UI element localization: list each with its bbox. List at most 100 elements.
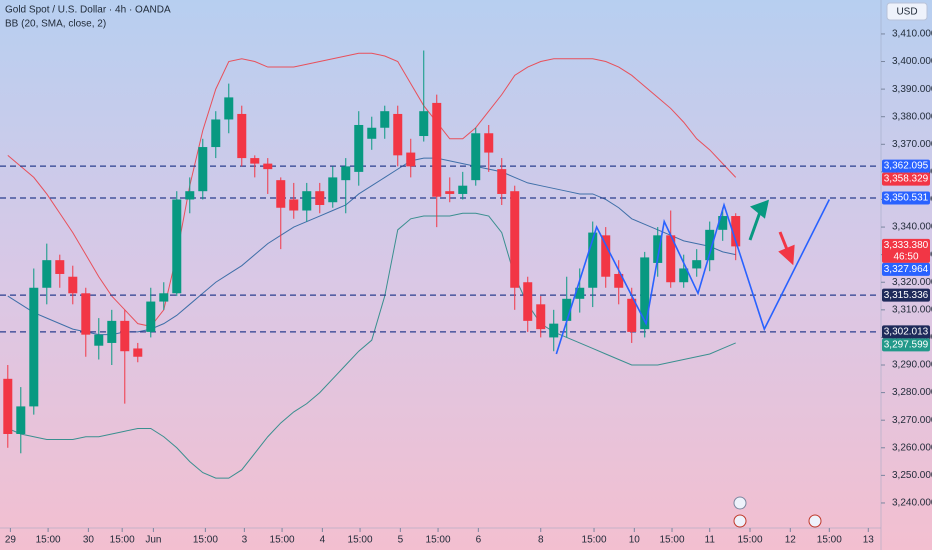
y-tick-label: 3,340.000: [892, 222, 932, 233]
candle-body: [159, 293, 169, 302]
x-tick-label: 6: [476, 535, 482, 546]
price-countdown: 46:50: [893, 251, 918, 262]
price-label: 3,350.531: [884, 193, 929, 204]
down-arrow: [778, 231, 795, 266]
x-tick-label: 29: [5, 535, 17, 546]
candle-body: [94, 334, 104, 346]
event-icon[interactable]: [733, 496, 747, 510]
candle-body: [107, 320, 117, 343]
x-tick-label: 15:00: [193, 535, 218, 546]
candle-body: [536, 304, 546, 330]
price-label-box: [882, 191, 930, 205]
candle-body: [198, 147, 208, 192]
x-tick-label: 15:00: [270, 535, 295, 546]
up-arrow: [748, 199, 770, 241]
candle-body: [328, 177, 338, 203]
x-tick-label: 12: [785, 535, 797, 546]
y-tick-label: 3,270.000: [892, 415, 932, 426]
candle-body: [289, 199, 299, 211]
band-lower: [7, 212, 736, 479]
candle-body: [29, 287, 39, 407]
x-tick-label: 13: [863, 535, 875, 546]
price-label: 3,297.599: [884, 340, 929, 351]
x-tick-label: 15:00: [426, 535, 451, 546]
candle-body: [731, 216, 741, 247]
candle-body: [393, 113, 403, 156]
candle-body: [3, 378, 13, 434]
candle-body: [575, 287, 585, 299]
x-tick-label: 15:00: [660, 535, 685, 546]
candle-body: [601, 235, 611, 277]
candle-body: [653, 235, 663, 263]
candle-body: [471, 133, 481, 181]
price-label: 3,327.964: [884, 264, 929, 275]
candle-body: [68, 276, 78, 294]
candle-body: [666, 235, 676, 283]
y-tick-label: 3,320.000: [892, 277, 932, 288]
currency[interactable]: USD: [896, 7, 917, 18]
y-tick-label: 3,380.000: [892, 111, 932, 122]
x-tick-label: 15:00: [582, 535, 607, 546]
zigzag-drawing: [555, 199, 831, 355]
x-tick-label: 8: [538, 535, 544, 546]
price-label-box: [882, 325, 930, 339]
x-tick-label: 15:00: [348, 535, 373, 546]
candle-body: [42, 260, 52, 288]
candle-body: [588, 232, 598, 288]
price-label-box: [882, 159, 930, 173]
candle-body: [458, 185, 468, 194]
candle-body: [640, 257, 650, 330]
candle-body: [705, 229, 715, 261]
y-tick-label: 3,250.000: [892, 470, 932, 481]
band-upper: [7, 52, 737, 327]
candle-body: [692, 260, 702, 269]
x-tick-label: 15:00: [737, 535, 762, 546]
x-tick-label: 3: [242, 535, 248, 546]
candle-body: [549, 323, 559, 338]
candle-body: [16, 406, 26, 434]
candle-body: [497, 169, 507, 194]
candle-body: [523, 282, 533, 321]
candle-body: [354, 124, 364, 172]
y-tick-label: 3,370.000: [892, 139, 932, 150]
currency-button[interactable]: [886, 2, 928, 21]
event-icon[interactable]: [733, 514, 747, 528]
candle-body: [367, 127, 377, 139]
candle-body: [406, 152, 416, 167]
y-tick-label: 3,310.000: [892, 304, 932, 315]
candle-body: [718, 216, 728, 230]
price-label: 3,333.380: [884, 240, 929, 251]
y-tick-label: 3,410.000: [892, 29, 932, 40]
x-tick-label: 15:00: [36, 535, 61, 546]
candle-body: [250, 158, 260, 164]
price-label: 3,302.013: [884, 327, 929, 338]
y-tick-label: 3,260.000: [892, 442, 932, 453]
y-tick-label: 3,240.000: [892, 498, 932, 509]
event-icon[interactable]: [808, 514, 822, 528]
indicator-label: BB (20, SMA, close, 2): [5, 19, 106, 30]
candle-body: [432, 102, 442, 197]
x-tick-label: 5: [398, 535, 404, 546]
candle-body: [484, 133, 494, 153]
price-label-box: [882, 338, 930, 352]
price-label: 3,362.095: [884, 161, 929, 172]
candle-body: [211, 119, 221, 148]
candle-body: [133, 348, 143, 357]
price-label: 3,315.336: [884, 290, 929, 301]
y-tick-label: 3,290.000: [892, 360, 932, 371]
candle-body: [185, 191, 195, 200]
y-tick-label: 3,390.000: [892, 84, 932, 95]
candle-body: [341, 166, 351, 181]
candle-body: [172, 199, 182, 294]
chart-title: Gold Spot / U.S. Dollar · 4h · OANDA: [5, 5, 171, 16]
candle-body: [419, 111, 429, 137]
x-tick-label: 4: [320, 535, 326, 546]
candle-body: [276, 180, 286, 208]
x-tick-label: 11: [705, 535, 716, 546]
candle-body: [302, 191, 312, 211]
candle-body: [224, 97, 234, 120]
candle-body: [562, 298, 572, 321]
candle-body: [81, 293, 91, 335]
